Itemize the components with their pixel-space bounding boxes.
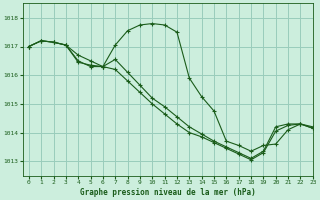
X-axis label: Graphe pression niveau de la mer (hPa): Graphe pression niveau de la mer (hPa) <box>80 188 256 197</box>
